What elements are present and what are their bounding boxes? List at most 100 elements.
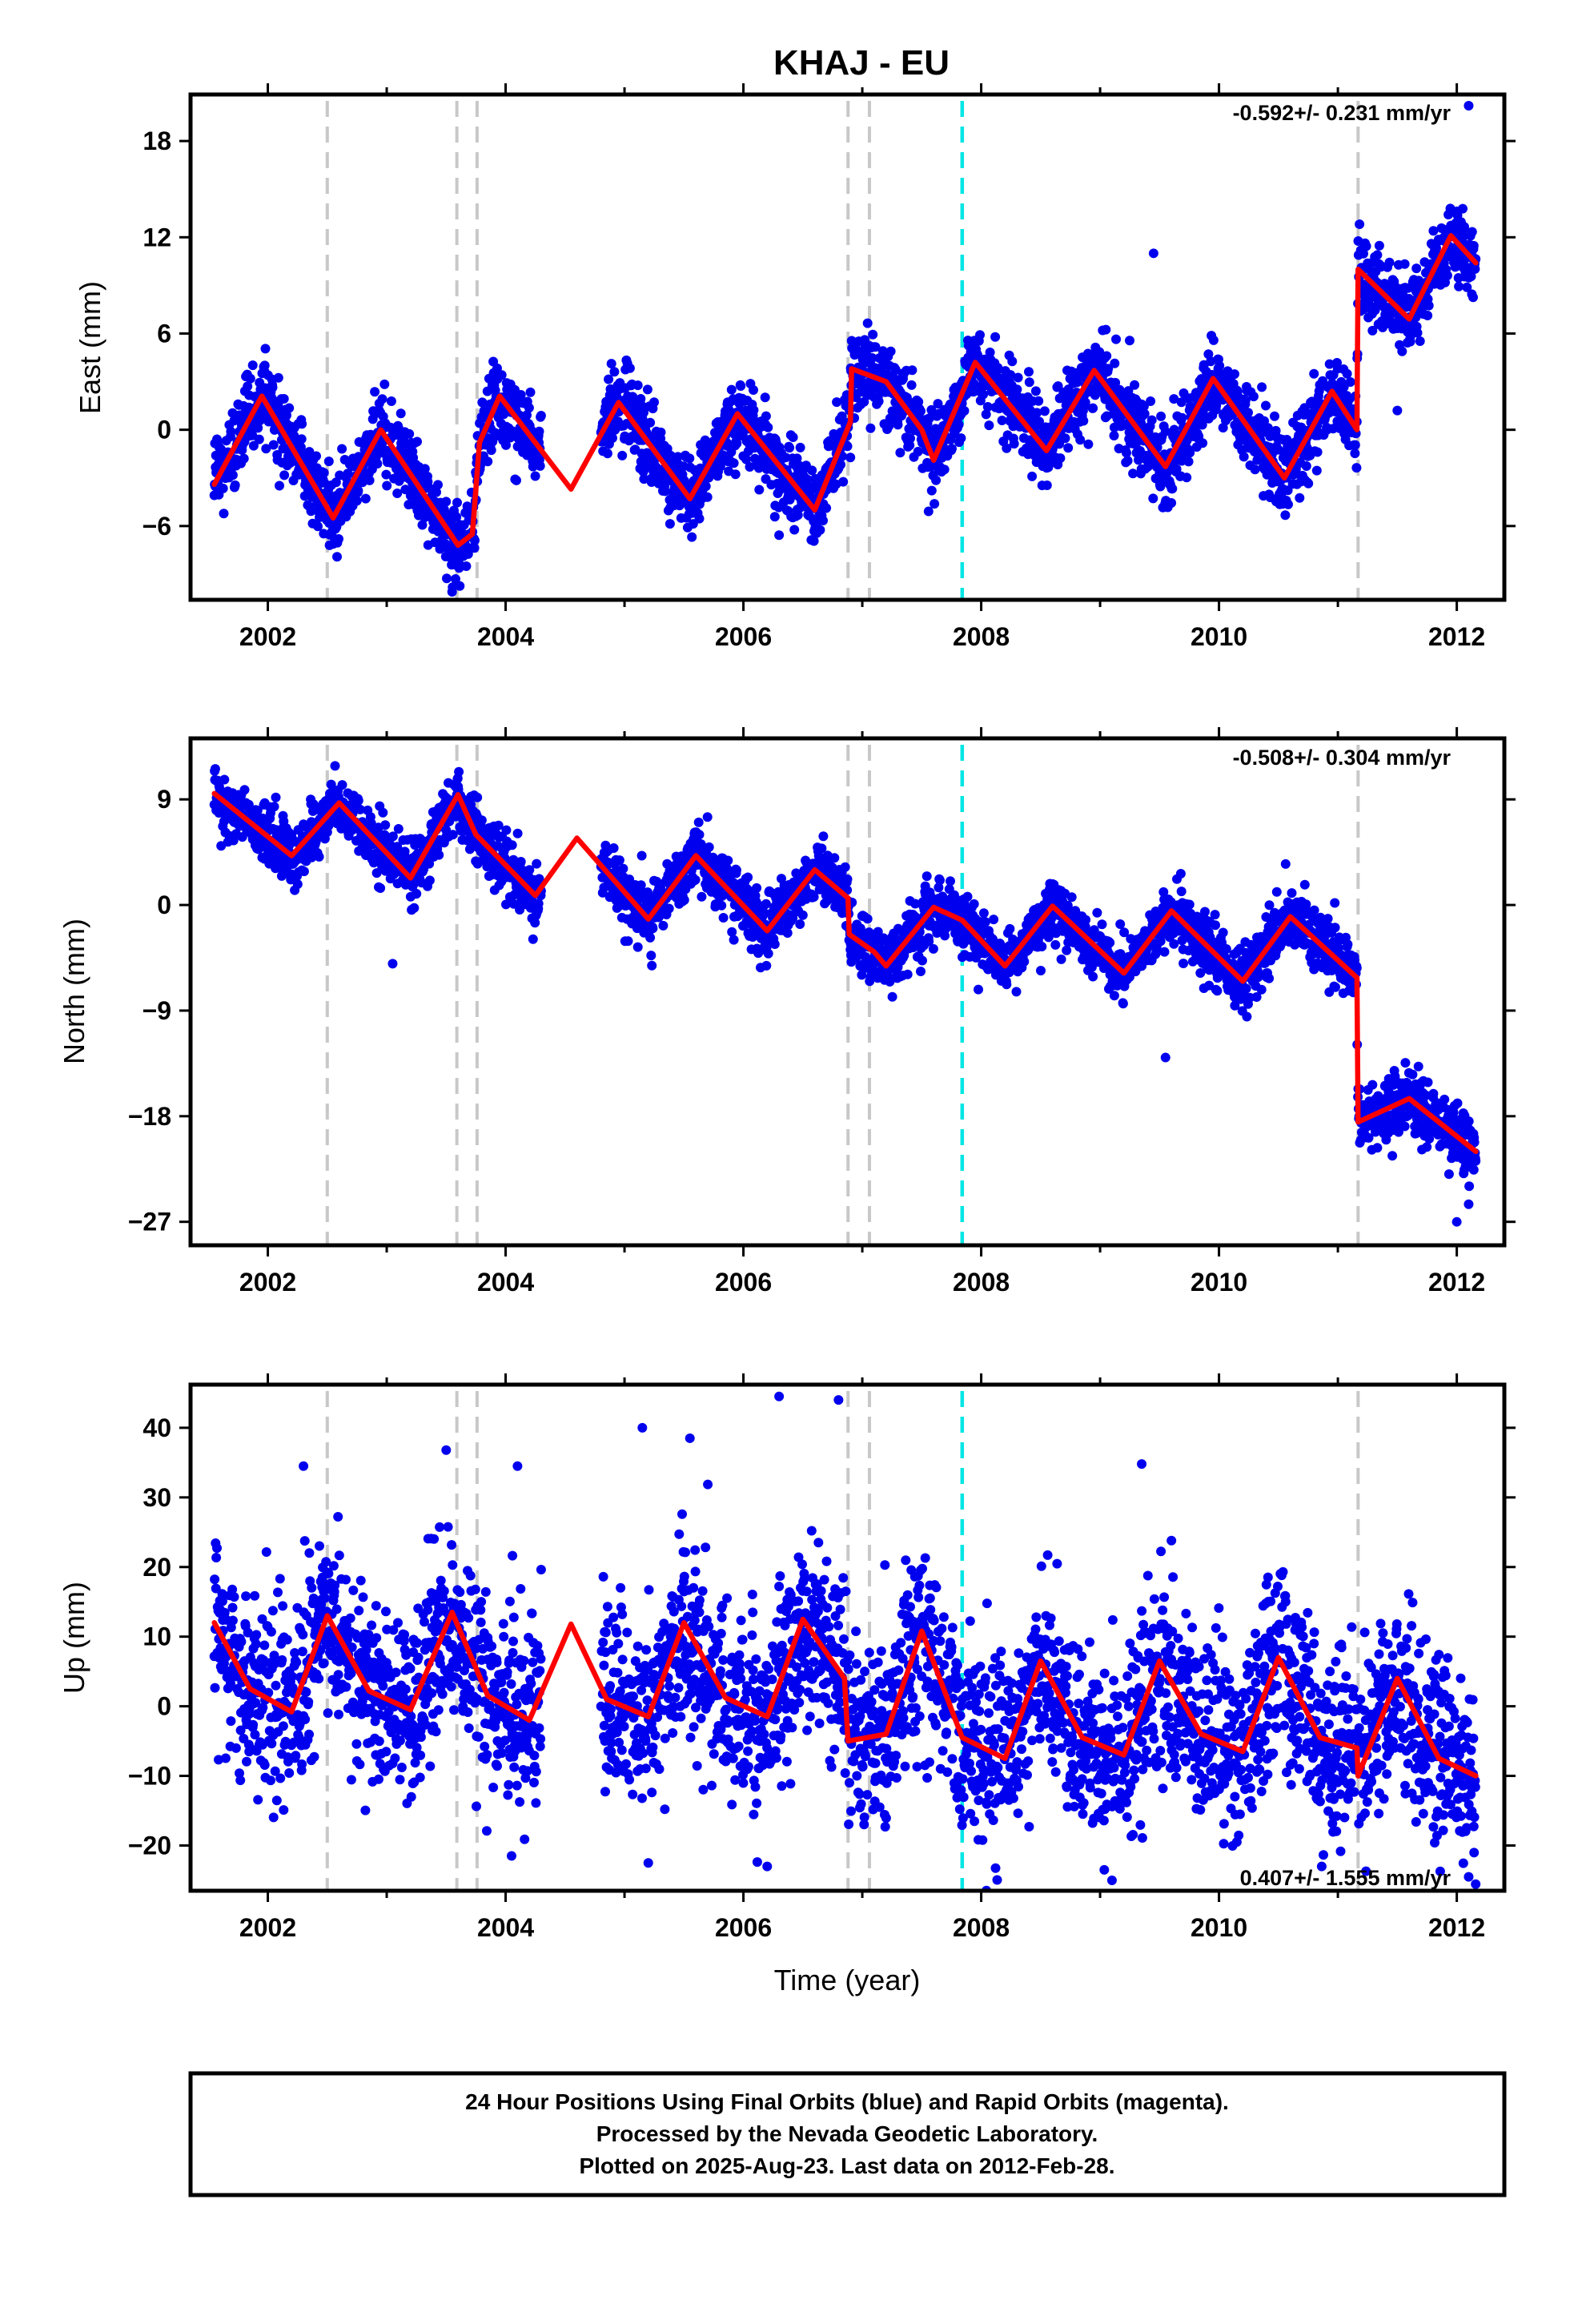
data-point (1063, 443, 1074, 453)
data-point (939, 464, 950, 475)
data-point (524, 403, 534, 413)
data-point (694, 513, 705, 524)
data-point (1415, 336, 1425, 346)
data-point (334, 534, 343, 544)
data-point (769, 512, 780, 522)
data-point (1311, 465, 1322, 476)
data-point (636, 394, 646, 404)
data-point (1177, 412, 1187, 423)
data-point (656, 427, 666, 437)
data-point (360, 493, 371, 504)
data-point (496, 370, 507, 380)
chart-title: KHAJ - EU (773, 43, 950, 82)
data-point (1351, 463, 1362, 473)
data-point (809, 892, 819, 902)
data-point (372, 459, 383, 468)
data-point (1032, 408, 1042, 418)
data-point (905, 440, 915, 451)
data-point (512, 475, 521, 485)
data-point (673, 452, 683, 462)
data-point (239, 453, 249, 464)
data-point (636, 880, 646, 891)
data-point (409, 903, 420, 913)
data-point (807, 465, 817, 476)
data-point (1468, 240, 1479, 251)
data-point (1013, 372, 1023, 383)
data-point (279, 394, 289, 404)
data-point (1280, 510, 1291, 521)
data-point (1103, 364, 1114, 374)
data-point (837, 411, 847, 421)
data-point (867, 353, 877, 363)
data-point (840, 862, 850, 872)
data-point (731, 865, 741, 875)
data-point (694, 830, 705, 840)
data-point (343, 468, 353, 479)
data-point (351, 496, 362, 506)
data-point (795, 442, 805, 452)
data-point (873, 927, 883, 937)
data-point (925, 413, 934, 424)
data-point (865, 423, 876, 433)
data-point (782, 928, 793, 938)
data-point (1303, 478, 1314, 489)
data-point (417, 520, 428, 530)
data-point (1027, 471, 1038, 481)
data-point (702, 492, 713, 502)
data-point (1460, 222, 1469, 232)
data-point (1039, 406, 1050, 416)
data-point (1230, 369, 1239, 380)
data-point (1384, 257, 1395, 267)
data-point (1397, 346, 1407, 356)
data-point (501, 440, 511, 450)
data-point (997, 416, 1007, 425)
data-point (1458, 203, 1468, 214)
data-point (378, 807, 388, 818)
data-point (271, 792, 281, 802)
data-point (296, 434, 307, 444)
data-point (702, 812, 713, 822)
data-point (1470, 263, 1480, 274)
data-point (761, 899, 771, 909)
data-point (483, 456, 493, 467)
data-point (1197, 420, 1207, 430)
data-point (1121, 419, 1131, 429)
data-point (741, 454, 752, 464)
data-point (838, 476, 849, 487)
data-point (319, 468, 329, 478)
data-point (946, 399, 955, 409)
data-point (818, 831, 829, 842)
data-point (792, 453, 802, 464)
data-point (1128, 468, 1138, 479)
data-point (761, 411, 771, 421)
data-point (337, 444, 347, 454)
x-tick-label: 2004 (477, 622, 534, 651)
data-point (954, 420, 964, 430)
outlier-point (1148, 248, 1158, 259)
data-point (809, 536, 819, 546)
data-point (981, 409, 991, 420)
data-point (982, 402, 993, 412)
data-point (1060, 433, 1070, 444)
data-point (245, 373, 255, 384)
data-point (693, 817, 704, 827)
data-point (1171, 464, 1182, 474)
data-point (1355, 219, 1365, 229)
data-point (969, 379, 979, 389)
data-point (1156, 411, 1166, 421)
data-point (486, 445, 496, 456)
data-point (1160, 426, 1170, 436)
data-point (314, 851, 324, 862)
data-point (1211, 400, 1222, 411)
data-point (512, 828, 523, 838)
data-point (749, 385, 758, 395)
data-point (923, 506, 934, 517)
data-point (647, 960, 657, 971)
data-point (726, 384, 737, 395)
data-point (454, 766, 464, 777)
data-point (870, 342, 881, 352)
data-point (1198, 438, 1208, 448)
data-point (646, 951, 656, 961)
